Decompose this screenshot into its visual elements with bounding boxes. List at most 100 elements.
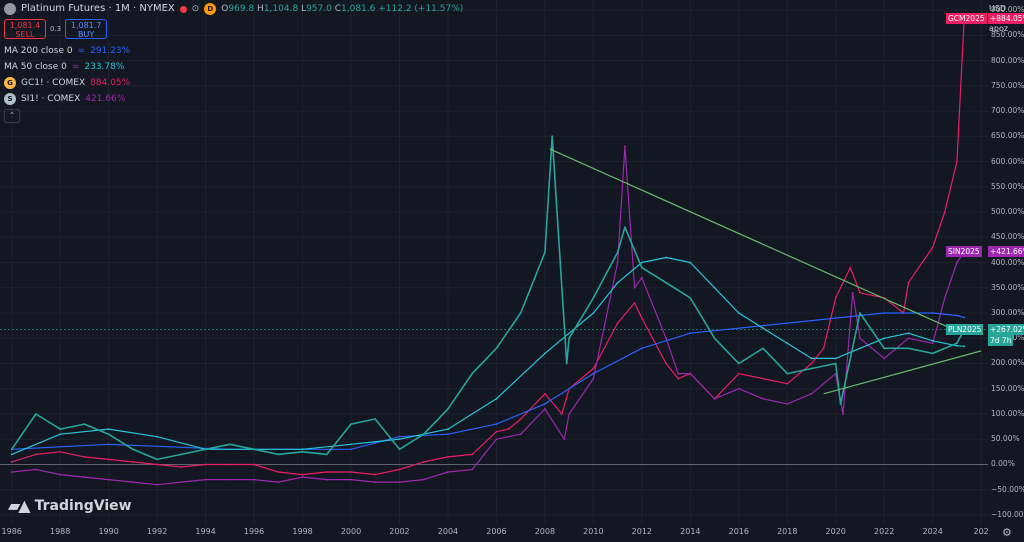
data-point [495, 423, 498, 425]
symbol-title[interactable]: Platinum Futures · 1M · NYMEX [21, 3, 175, 14]
watermark-text: TradingView [34, 497, 132, 514]
data-point [713, 397, 716, 400]
symbol-row: Platinum Futures · 1M · NYMEX ⊙ D O969.8… [4, 2, 463, 16]
data-point [301, 450, 304, 453]
spread-value: 0.3 [50, 25, 62, 33]
data-point [447, 428, 449, 431]
ohlc-l-value: 957.0 [306, 4, 332, 14]
data-point [810, 362, 813, 365]
data-point [325, 453, 328, 456]
study-silver[interactable]: S SI1! · COMEX 421.66% [4, 91, 463, 107]
price-tick-label: 800.00% [991, 55, 1024, 65]
study-gold-value: 884.05% [90, 78, 131, 88]
data-point [35, 453, 37, 456]
data-point [59, 473, 62, 476]
time-axis[interactable]: 1986 1988 1990 1992 1994 1996 1998 2000 2002 2004… [0, 524, 989, 542]
price-tick-label: 500.00% [991, 207, 1024, 217]
data-point [623, 226, 626, 229]
data-point [737, 312, 740, 314]
study-gold[interactable]: G GC1! · COMEX 884.05% [4, 75, 463, 91]
market-closed-icon [179, 5, 187, 13]
study-ma200[interactable]: MA 200 close 0 ∞ 291.23% [4, 43, 463, 59]
data-point [301, 448, 304, 451]
data-point [398, 435, 401, 438]
data-point [665, 337, 667, 340]
price-tick-label: 750.00% [991, 80, 1024, 90]
data-point [180, 453, 183, 456]
ohlc-h-value: 1,104.8 [263, 4, 299, 14]
tradingview-logo-icon: ▰▲ [8, 496, 31, 515]
platinum-countdown-tag: 7d 7h [988, 335, 1014, 347]
data-point [568, 337, 571, 340]
data-point [762, 347, 764, 350]
data-point [156, 458, 159, 461]
platinum-symbol-tag[interactable]: PLN2025 [946, 324, 984, 336]
data-point [495, 397, 498, 400]
unit-label[interactable]: apoz [989, 24, 1009, 33]
gold-symbol-tag[interactable]: GCM2025 [946, 12, 987, 24]
price-tick-label: 400.00% [991, 257, 1024, 267]
time-tick-label: 2014 [680, 527, 701, 536]
data-point [563, 438, 566, 441]
data-point [616, 281, 619, 284]
data-point [834, 357, 837, 360]
time-tick-label: 2020 [825, 527, 846, 536]
ohlc-c-value: 1,081.6 [341, 4, 376, 14]
data-point [786, 372, 789, 375]
gold-value-tag: +884.05% [988, 12, 1024, 24]
eye-icon[interactable]: ⊙ [191, 4, 200, 14]
currency-label[interactable]: USD [989, 4, 1007, 13]
gear-icon[interactable]: ⚙ [1002, 526, 1012, 539]
sell-button[interactable]: 1,081.4 SELL [4, 19, 46, 39]
chevron-up-icon: ⌃ [8, 111, 16, 120]
time-tick-label: 1990 [98, 527, 119, 536]
data-point [665, 362, 667, 365]
time-tick-label: 1996 [243, 527, 265, 536]
data-point [640, 317, 643, 319]
data-point [350, 471, 352, 473]
sell-label: SELL [15, 30, 35, 39]
price-axis[interactable]: USD apoz 900.00% 850.00% 800.00% 750.00% 700… [988, 0, 1024, 542]
data-point [677, 372, 680, 375]
settings-loop-icon[interactable]: ∞ [71, 62, 80, 72]
data-point [616, 322, 619, 325]
data-point [640, 347, 643, 350]
collapse-legend-button[interactable]: ⌃ [4, 109, 20, 123]
data-point [131, 481, 134, 484]
data-point [842, 413, 844, 415]
settings-loop-icon[interactable]: ∞ [77, 46, 86, 56]
data-point [83, 476, 86, 478]
data-point [633, 286, 636, 289]
buy-button[interactable]: 1,081.7 BUY [65, 19, 108, 39]
data-point [931, 246, 934, 249]
price-tick-label: 900.00% [991, 5, 1024, 15]
gold-symbol-icon: G [4, 77, 16, 89]
data-point [883, 337, 886, 340]
platinum-symbol-icon [4, 3, 16, 15]
price-tick-label: −50.00% [991, 484, 1024, 494]
data-point [713, 286, 716, 289]
data-point [325, 478, 328, 481]
trendline [823, 350, 982, 395]
data-point [107, 478, 110, 481]
data-point [495, 438, 498, 441]
silver-symbol-tag[interactable]: SIN2025 [946, 246, 982, 258]
data-point [83, 455, 86, 458]
platinum-value-tag: +267.02% [988, 324, 1024, 336]
data-point [59, 450, 62, 453]
data-point [665, 256, 667, 259]
data-point [131, 461, 134, 463]
data-point [907, 347, 910, 350]
price-tick-label: 350.00% [991, 282, 1024, 292]
study-ma50-label: MA 50 close 0 [4, 62, 67, 72]
time-tick-label: 2012 [631, 527, 653, 536]
data-point [10, 448, 13, 451]
data-point [422, 478, 425, 481]
trendline [549, 148, 963, 334]
data-point [956, 344, 958, 347]
data-point [943, 211, 946, 213]
study-ma50[interactable]: MA 50 close 0 ∞ 233.78% [4, 59, 463, 75]
data-point [277, 471, 280, 473]
